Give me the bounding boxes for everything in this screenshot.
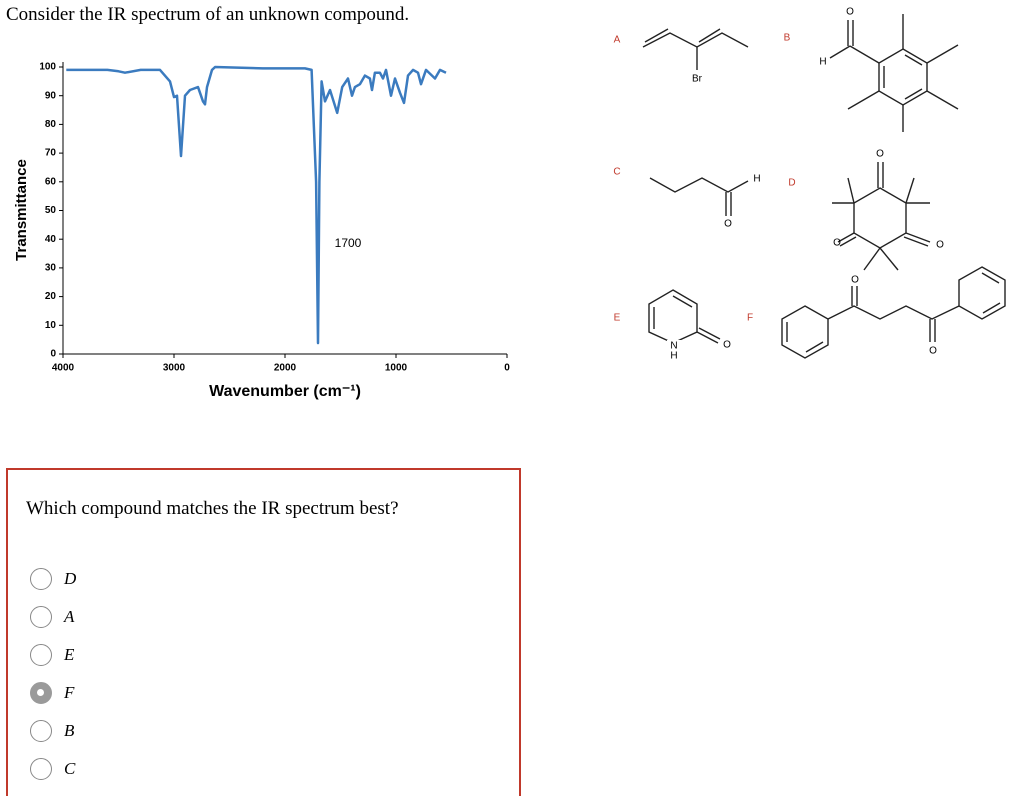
ir-chart: Transmittance Wavenumber (cm⁻¹) 1700 0 10… <box>13 62 510 401</box>
x-tick-label: 0 <box>504 363 510 374</box>
answer-option[interactable]: B <box>30 718 74 744</box>
x-tick-label: 3000 <box>163 363 186 374</box>
annotation: 1700 <box>335 236 362 250</box>
y-tick-label: 50 <box>45 205 57 216</box>
atom: O <box>846 7 854 18</box>
structure-label: D <box>788 178 795 189</box>
y-axis-label: Transmittance <box>13 159 30 261</box>
option-label[interactable]: D <box>64 569 77 588</box>
structure-label: A <box>614 35 621 46</box>
page-title: Consider the IR spectrum of an unknown c… <box>6 4 410 25</box>
y-tick-label: 60 <box>45 176 57 187</box>
y-tick-label: 0 <box>50 349 56 360</box>
option-label[interactable]: C <box>64 759 76 778</box>
y-tick-label: 30 <box>45 263 57 274</box>
radio-button[interactable] <box>30 606 52 628</box>
atom: H <box>753 174 760 185</box>
option-label[interactable]: E <box>64 645 75 664</box>
question-prompt: Which compound matches the IR spectrum b… <box>26 498 399 519</box>
radio-button[interactable] <box>30 568 52 590</box>
atom: O <box>851 275 859 286</box>
spectrum-line <box>66 65 447 345</box>
radio-button[interactable] <box>30 682 52 704</box>
x-tick-label: 2000 <box>274 363 297 374</box>
structure-b <box>829 14 959 132</box>
atom: O <box>724 219 732 230</box>
radio-button[interactable] <box>30 644 52 666</box>
x-axis-label: Wavenumber (cm⁻¹) <box>209 383 361 400</box>
atom: O <box>936 240 944 251</box>
y-tick-label: 80 <box>45 119 57 130</box>
atom: H <box>670 351 677 362</box>
option-label[interactable]: F <box>64 683 75 702</box>
answer-option[interactable]: A <box>30 604 74 630</box>
structure-e <box>648 289 721 350</box>
answer-option[interactable]: D <box>30 566 76 592</box>
atom: O <box>833 238 841 249</box>
structure-label: F <box>747 313 753 324</box>
structure-label: B <box>784 33 791 44</box>
structure-c <box>649 177 749 216</box>
x-tick-label: 1000 <box>385 363 408 374</box>
atom: O <box>723 340 731 351</box>
atom: N <box>670 341 677 352</box>
y-tick-label: 40 <box>45 234 57 245</box>
answer-option[interactable]: F <box>30 680 74 706</box>
option-label[interactable]: B <box>64 721 75 740</box>
structure-d <box>832 162 931 271</box>
atom: O <box>929 346 937 357</box>
y-tick-label: 20 <box>45 291 57 302</box>
question-box: Which compound matches the IR spectrum b… <box>6 468 521 796</box>
radio-button[interactable] <box>30 758 52 780</box>
x-tick-label: 4000 <box>52 363 75 374</box>
answer-option[interactable]: C <box>30 756 75 782</box>
answer-option[interactable]: E <box>30 642 74 668</box>
atom: H <box>819 57 826 68</box>
y-tick-label: 10 <box>45 320 57 331</box>
structure-label: E <box>614 313 621 324</box>
y-tick-label: 100 <box>39 62 56 73</box>
radio-button[interactable] <box>30 720 52 742</box>
structure-f <box>781 266 1006 359</box>
y-tick-label: 90 <box>45 90 57 101</box>
structure-label: C <box>613 167 620 178</box>
option-label[interactable]: A <box>64 607 75 626</box>
atom: Br <box>692 74 703 85</box>
structure-a <box>642 28 749 70</box>
atom: O <box>876 149 884 160</box>
y-tick-label: 70 <box>45 148 57 159</box>
